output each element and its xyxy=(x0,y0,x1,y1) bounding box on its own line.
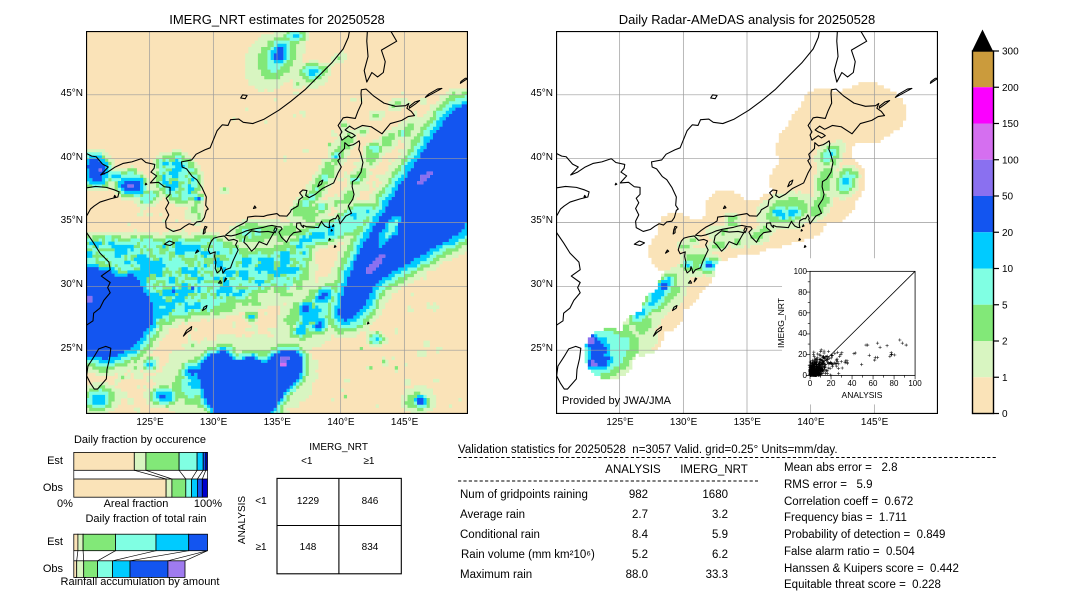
svg-text:1: 1 xyxy=(1002,373,1008,384)
svg-text:50: 50 xyxy=(1002,192,1014,203)
svg-text:5: 5 xyxy=(1002,300,1008,311)
svg-text:2: 2 xyxy=(1002,337,1008,348)
svg-text:20: 20 xyxy=(1002,228,1014,239)
svg-text:10: 10 xyxy=(1002,264,1014,275)
svg-text:0: 0 xyxy=(1002,409,1008,420)
svg-text:100: 100 xyxy=(1002,155,1019,166)
svg-text:300: 300 xyxy=(1002,47,1019,58)
svg-text:150: 150 xyxy=(1002,119,1019,130)
svg-text:200: 200 xyxy=(1002,83,1019,94)
